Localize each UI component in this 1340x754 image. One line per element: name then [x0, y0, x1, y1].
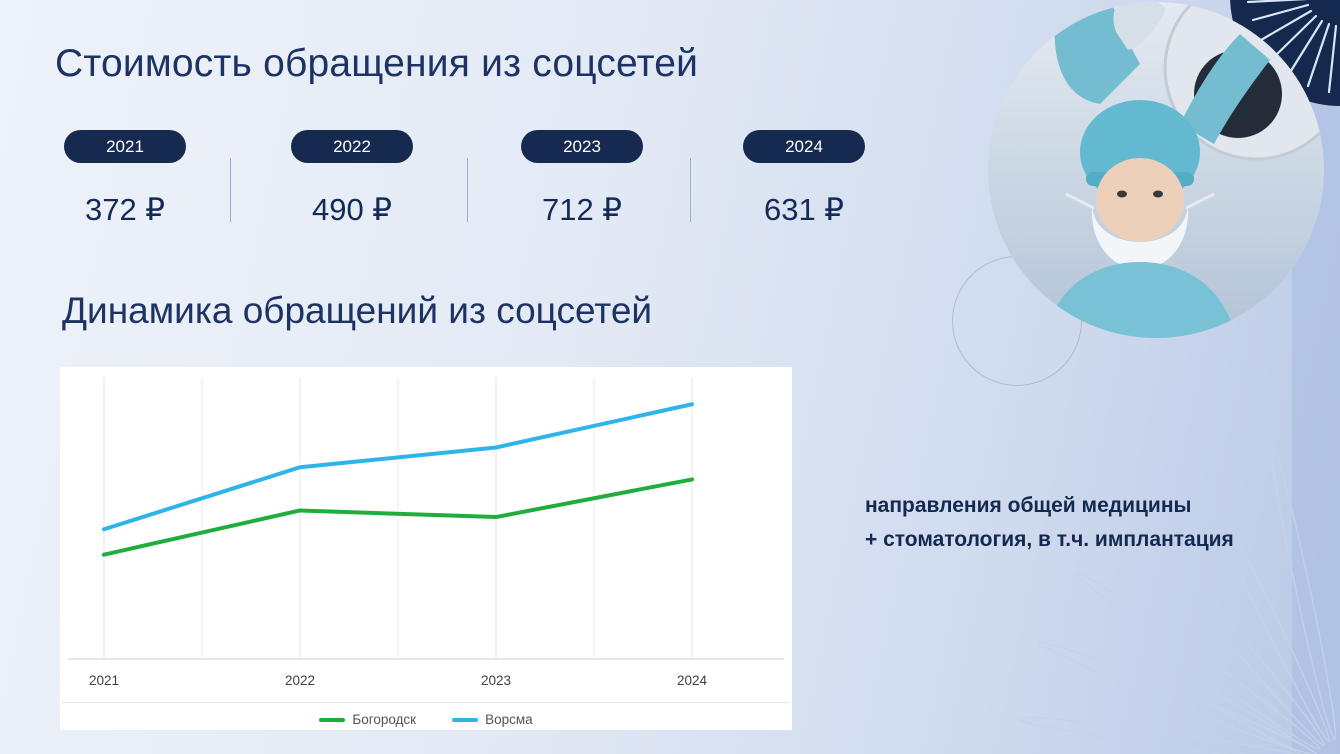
stat-column-2023: 2023 712 ₽ — [516, 130, 648, 228]
year-badge-label: 2024 — [785, 137, 823, 156]
stat-divider — [230, 158, 231, 222]
stat-divider — [690, 158, 691, 222]
year-badge-label: 2022 — [333, 137, 371, 156]
stat-price: 712 ₽ — [541, 192, 623, 227]
svg-text:2023: 2023 — [481, 673, 511, 688]
stat-divider — [467, 158, 468, 222]
stat-price: 631 ₽ — [763, 192, 845, 227]
line-chart: 2021 2022 2023 2024 Богородск Ворсма — [60, 367, 792, 730]
chart-legend: Богородск Ворсма — [62, 702, 790, 727]
stat-column-2024: 2024 631 ₽ — [738, 130, 870, 228]
stat-price: 490 ₽ — [311, 192, 393, 227]
line-chart-canvas: 2021 2022 2023 2024 — [68, 377, 784, 688]
surgeon-photo-art — [988, 2, 1324, 338]
note-text: направления общей медицины + стоматологи… — [865, 489, 1234, 557]
legend-label: Богородск — [352, 712, 417, 727]
svg-text:2021: 2021 — [89, 673, 119, 688]
note-line: + стоматология, в т.ч. имплантация — [865, 528, 1234, 552]
legend-item: Ворсма — [452, 712, 533, 727]
legend-line-swatch — [452, 717, 479, 722]
surgeon-photo — [988, 2, 1324, 338]
starburst-corner-decoration — [1230, 0, 1340, 106]
stat-price: 372 ₽ — [84, 192, 166, 227]
svg-text:2022: 2022 — [285, 673, 315, 688]
year-badge-label: 2023 — [563, 137, 601, 156]
chart-heading: Динамика обращений из соцсетей — [62, 290, 653, 331]
legend-item: Богородск — [319, 712, 416, 727]
svg-text:2024: 2024 — [677, 673, 708, 688]
year-badge: 2022 — [291, 130, 413, 163]
stat-column-2021: 2021 372 ₽ — [59, 130, 191, 228]
year-badge: 2024 — [743, 130, 865, 163]
slide-title: Стоимость обращения из соцсетей — [55, 42, 699, 85]
year-badge: 2021 — [64, 130, 186, 163]
note-line: направления общей медицины — [865, 494, 1192, 517]
legend-label: Ворсма — [485, 712, 533, 727]
rays-fan-decoration — [1017, 445, 1337, 754]
legend-line-swatch — [319, 717, 346, 722]
year-badge: 2023 — [521, 130, 643, 163]
year-badge-label: 2021 — [106, 137, 144, 156]
stat-column-2022: 2022 490 ₽ — [286, 130, 418, 228]
